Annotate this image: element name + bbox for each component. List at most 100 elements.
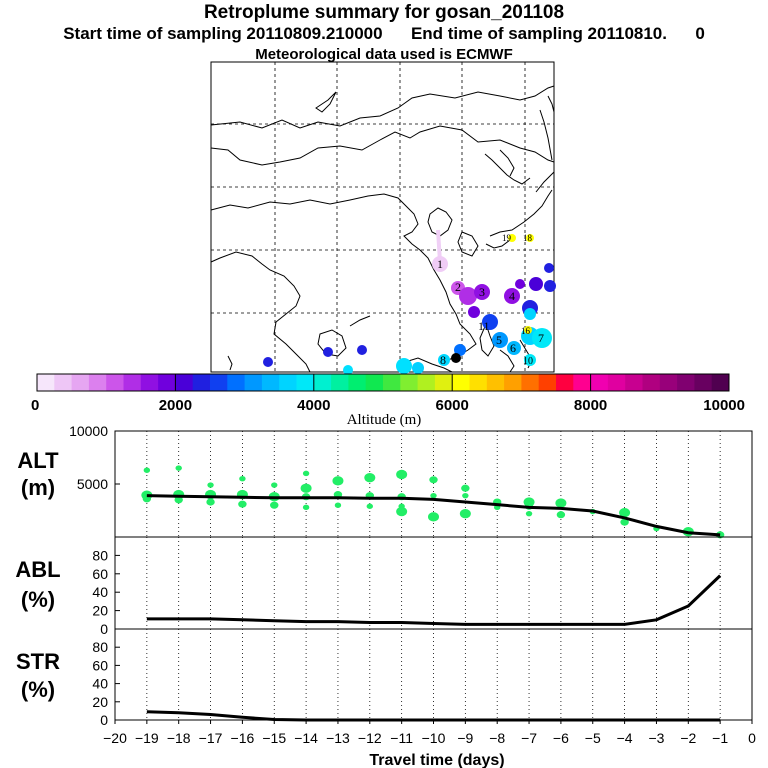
plume-marker — [507, 341, 521, 355]
colorbar-swatch — [538, 374, 557, 391]
plume-marker — [468, 306, 480, 318]
alt-panel: 10000 5000 ALT(m) — [17, 423, 753, 539]
panel-label: ABL — [15, 557, 60, 582]
x-tick-label: −8 — [489, 730, 505, 746]
colorbar-swatch — [434, 374, 453, 391]
x-tick-label: −6 — [553, 730, 569, 746]
x-tick-label: −17 — [199, 730, 223, 746]
x-tick-label: −15 — [262, 730, 286, 746]
plume-marker — [529, 277, 543, 291]
colorbar-swatch — [590, 374, 609, 391]
map-label-19: 19 — [502, 233, 512, 243]
x-tick-label: −9 — [457, 730, 473, 746]
colorbar-tick-label: 10000 — [703, 397, 745, 414]
y-tick-label: 0 — [100, 621, 108, 637]
x-tick-label: −18 — [167, 730, 191, 746]
map-coastlines — [210, 85, 555, 373]
y-tick-label: 20 — [92, 694, 108, 710]
x-tick-label: −13 — [326, 730, 350, 746]
colorbar-swatch — [556, 374, 574, 391]
map-label-3: 3 — [479, 285, 485, 299]
panel-label: STR — [16, 649, 60, 674]
colorbar-swatch — [694, 374, 713, 391]
end-time-suffix: 0 — [695, 24, 705, 43]
map-label-9: 9 — [452, 351, 458, 365]
colorbar-swatch — [504, 374, 522, 391]
alt-point — [206, 498, 215, 506]
plume-marker — [532, 328, 552, 348]
colorbar-swatch — [244, 374, 263, 391]
colorbar-swatch — [54, 374, 73, 391]
colorbar-tick-label: 8000 — [574, 397, 607, 414]
map-label-11: 11 — [478, 319, 490, 333]
alt-point — [302, 470, 310, 477]
colorbar-swatch — [452, 374, 470, 391]
panel-unit-label: (m) — [21, 475, 55, 500]
y-tick-label: 20 — [92, 603, 108, 619]
x-tick-label: −10 — [422, 730, 446, 746]
abl-panel: 80 60 40 20 0 ABL (%) — [15, 536, 753, 637]
colorbar-swatch — [106, 374, 124, 391]
y-tick-label: 60 — [92, 657, 108, 673]
sampling-times: Start time of sampling 20110809.210000 E… — [0, 24, 768, 44]
plume-marker — [432, 256, 448, 272]
end-time: End time of sampling 20110810. — [410, 24, 667, 43]
alt-point — [334, 502, 342, 508]
x-tick-label: −4 — [617, 730, 633, 746]
plume-marker — [524, 354, 536, 366]
map-labels: 1 2 3 4 5 6 7 8 9 10 11 16 18 19 — [437, 233, 544, 367]
panel-unit-label: (%) — [21, 587, 55, 612]
alt-point — [429, 476, 438, 484]
x-axis: −20 −19 −18 −17 −16 −15 −14 −13 −12 −11 −10 −9 −8 −7−… — [103, 720, 756, 768]
map-label-5: 5 — [496, 333, 502, 347]
map-plume — [263, 229, 556, 375]
x-tick-label: 0 — [748, 730, 756, 746]
str-panel: 80 60 40 20 0 STR (%) — [16, 628, 753, 728]
colorbar-swatch — [400, 374, 419, 391]
colorbar-label: Altitude (m) — [347, 412, 422, 428]
colorbar-tick-label: 4000 — [297, 397, 330, 414]
plume-marker — [508, 234, 516, 242]
alt-point — [459, 509, 471, 519]
y-tick-label: 5000 — [77, 476, 108, 492]
colorbar-swatch — [261, 374, 280, 391]
map-label-6: 6 — [510, 341, 516, 355]
map-label-8: 8 — [440, 353, 446, 367]
alt-point — [396, 469, 408, 480]
plume-marker — [526, 234, 534, 242]
start-time: Start time of sampling 20110809.210000 — [63, 24, 383, 43]
colorbar-swatch — [348, 374, 367, 391]
colorbar-swatch — [486, 374, 505, 391]
x-tick-label: −19 — [135, 730, 159, 746]
alt-point — [270, 501, 279, 509]
alt-point — [619, 507, 631, 518]
colorbar-swatch — [279, 374, 297, 391]
y-tick-label: 80 — [92, 547, 108, 563]
colorbar: 0 2000 4000 6000 8000 10000 Altitude (m) — [31, 373, 745, 428]
y-tick-label: 60 — [92, 566, 108, 582]
colorbar-swatch — [123, 374, 142, 391]
alt-point — [396, 506, 408, 517]
alt-point — [428, 512, 439, 522]
colorbar-swatch — [192, 374, 211, 391]
colorbar-swatch — [365, 374, 384, 391]
colorbar-swatch — [659, 374, 678, 391]
plume-marker — [263, 357, 273, 367]
plume-marker — [544, 263, 554, 273]
colorbar-swatch — [642, 374, 661, 391]
colorbar-swatch — [175, 374, 194, 391]
alt-point — [271, 482, 278, 488]
alt-point — [462, 492, 469, 499]
alt-point — [366, 503, 373, 509]
plume-marker — [544, 280, 556, 292]
y-tick-label: 10000 — [69, 423, 108, 439]
alt-point — [300, 483, 312, 493]
map-label-10: 10 — [523, 356, 533, 367]
plume-marker — [524, 308, 536, 320]
plume-marker — [515, 279, 525, 289]
alt-point — [207, 482, 214, 488]
x-tick-label: −7 — [521, 730, 537, 746]
x-tick-label: −20 — [103, 730, 127, 746]
alt-point — [461, 484, 470, 492]
colorbar-swatch — [573, 374, 592, 391]
